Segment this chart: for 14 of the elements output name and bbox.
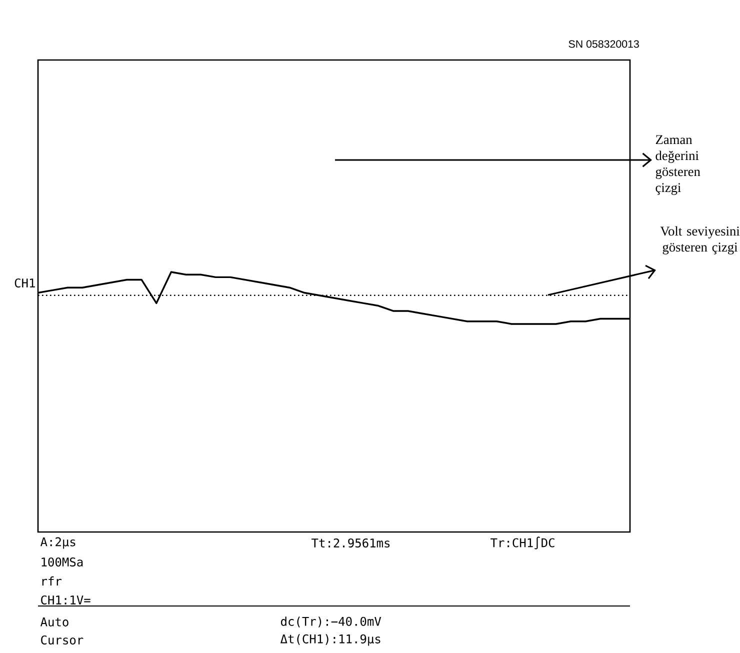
text: 100MSa — [42, 557, 83, 567]
text: A:2µs — [40, 537, 76, 549]
text: CH1 — [14, 278, 35, 288]
text: rfr — [42, 576, 62, 586]
text: Cursor — [41, 635, 84, 645]
text: Δt(CH1):11.9µs — [280, 634, 380, 646]
text: Auto — [40, 618, 68, 626]
text: Tt:2.9561ms — [312, 538, 390, 548]
text: Zaman değerini gösteren çizgi — [656, 135, 700, 195]
text: dc(Tr):−40.0mV — [280, 616, 382, 628]
text: Tr:CH1∫DC — [490, 536, 554, 550]
text: CH1:1V= — [41, 595, 90, 605]
text: Volt seviyesini gösteren çizgi — [660, 226, 740, 254]
text: SN 058320013 — [568, 40, 639, 48]
